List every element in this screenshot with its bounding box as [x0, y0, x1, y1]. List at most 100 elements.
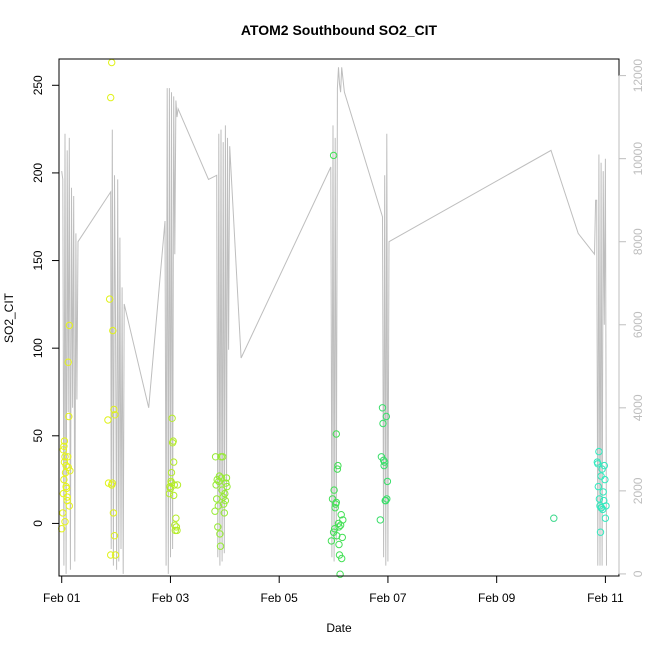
data-point — [599, 488, 607, 496]
x-tick-label: Feb 09 — [478, 591, 516, 605]
data-point — [383, 477, 392, 486]
data-point — [211, 453, 220, 461]
data-point — [222, 474, 231, 482]
data-point — [107, 551, 115, 559]
data-point — [600, 461, 608, 470]
data-point — [66, 467, 74, 475]
data-point — [172, 514, 180, 522]
data-point — [64, 453, 72, 461]
data-point — [338, 554, 346, 563]
data-point — [61, 518, 69, 526]
data-point — [216, 542, 225, 550]
data-point — [168, 414, 176, 422]
data-point — [65, 502, 74, 510]
data-point — [221, 489, 229, 498]
y2-tick-label: 6000 — [631, 311, 645, 338]
data-point — [382, 496, 390, 505]
y-tick-label: 200 — [31, 163, 45, 183]
altitude-line — [61, 67, 607, 574]
data-point — [334, 461, 342, 470]
data-point — [110, 532, 119, 540]
y2-tick-label: 2000 — [631, 477, 645, 504]
secondary-y-axis: 0 2000 4000 6000 8000 10000 12000 — [618, 59, 645, 577]
data-point — [335, 523, 343, 531]
data-point — [379, 456, 388, 464]
data-point — [111, 411, 119, 419]
data-point — [331, 504, 339, 512]
data-point — [594, 460, 602, 468]
x-axis-label: Date — [326, 621, 352, 635]
x-tick-label: Feb 05 — [261, 591, 299, 605]
data-point — [331, 525, 339, 533]
data-point — [65, 412, 73, 421]
data-point — [109, 326, 117, 335]
y2-tick-label: 0 — [631, 570, 645, 577]
y-tick-label: 250 — [31, 75, 45, 95]
y2-tick-label: 10000 — [631, 142, 645, 176]
data-point — [601, 475, 609, 484]
data-point — [376, 516, 384, 524]
data-point — [60, 437, 69, 445]
data-point — [338, 533, 346, 542]
x-tick-label: Feb 03 — [152, 591, 190, 605]
data-point — [381, 458, 389, 466]
x-tick-label: Feb 01 — [43, 591, 81, 605]
data-point — [59, 446, 67, 454]
data-point — [550, 514, 558, 522]
data-point — [595, 495, 604, 503]
data-point — [380, 461, 388, 470]
data-point — [167, 468, 176, 477]
data-point — [109, 509, 118, 517]
data-point — [332, 430, 340, 438]
data-point — [378, 404, 387, 412]
data-point — [173, 526, 181, 535]
data-point — [60, 458, 69, 466]
y2-tick-label: 8000 — [631, 228, 645, 255]
data-point — [339, 516, 347, 524]
data-point — [219, 453, 227, 461]
data-point — [601, 514, 610, 522]
data-point — [329, 151, 338, 160]
y2-tick-label: 4000 — [631, 394, 645, 421]
data-point — [110, 405, 118, 414]
data-point — [108, 481, 116, 489]
data-point — [64, 463, 72, 471]
data-point — [169, 437, 177, 445]
data-point — [170, 458, 178, 466]
chart-title: ATOM2 Southbound SO2_CIT — [241, 22, 438, 38]
data-point — [111, 551, 120, 559]
data-point — [216, 530, 224, 538]
data-point — [59, 489, 67, 498]
data-point — [65, 321, 74, 330]
data-point — [59, 509, 67, 517]
data-point — [596, 528, 605, 536]
x-tick-label: Feb 11 — [587, 591, 624, 605]
data-point — [221, 496, 230, 505]
altitude-layer — [61, 67, 607, 574]
data-point — [597, 504, 605, 512]
y-tick-label: 150 — [31, 250, 45, 270]
data-point — [167, 479, 176, 487]
data-point — [594, 482, 602, 491]
data-point — [222, 479, 230, 487]
points-layer — [58, 58, 610, 578]
data-point — [105, 295, 114, 303]
data-point — [223, 482, 231, 491]
data-point — [217, 474, 226, 482]
data-point — [172, 523, 181, 531]
data-point — [61, 453, 69, 461]
data-point — [336, 570, 344, 578]
y2-tick-label: 12000 — [631, 59, 645, 93]
data-point — [214, 502, 223, 510]
data-point — [337, 511, 345, 519]
data-point — [214, 523, 222, 531]
data-point — [107, 93, 115, 102]
data-point — [215, 472, 224, 480]
data-point — [595, 447, 603, 456]
data-point — [382, 412, 390, 421]
data-point — [329, 528, 338, 536]
data-point — [332, 498, 340, 507]
y-tick-label: 100 — [31, 338, 45, 358]
